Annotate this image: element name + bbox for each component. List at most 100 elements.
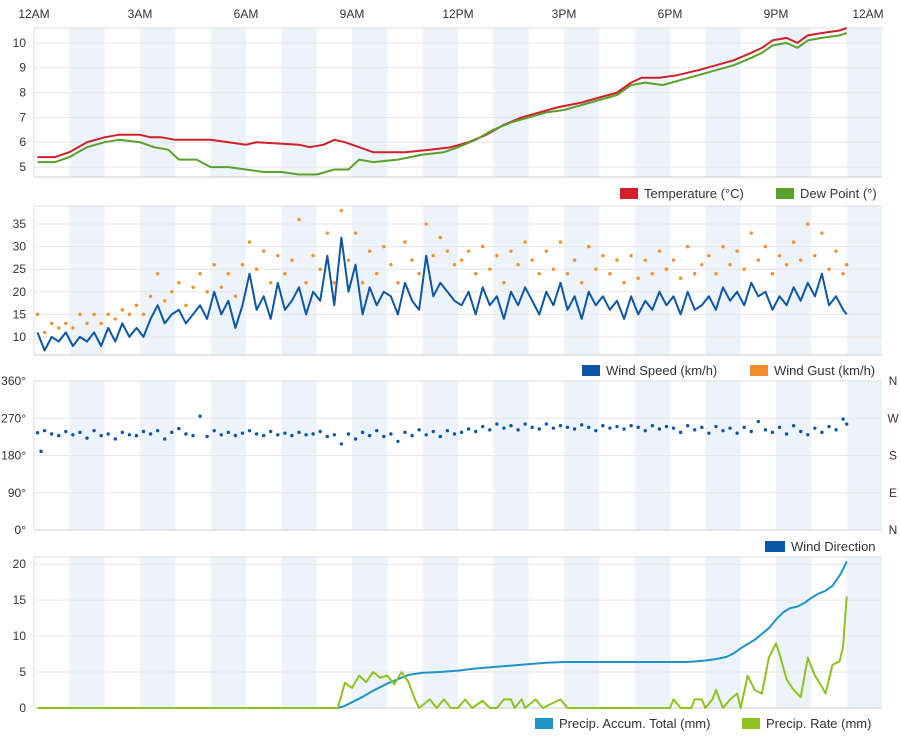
- wind-direction-point: [64, 429, 68, 434]
- precip-accum-total-mm-line: [37, 560, 848, 709]
- wind-gust-km-h-point: [530, 258, 534, 262]
- wind-gust-km-h-point: [622, 281, 626, 285]
- wind-direction-point: [191, 433, 195, 438]
- hour-band: [140, 557, 176, 708]
- hour-band: [352, 557, 388, 708]
- wind-gust-km-h-point: [290, 258, 294, 262]
- wind-direction-point: [438, 434, 443, 439]
- wind-direction-point: [671, 426, 676, 430]
- wind-gust-km-h-point: [735, 249, 739, 253]
- y-tick-label: 30: [13, 240, 27, 254]
- wind-direction-point: [565, 425, 570, 430]
- legend-label: Precip. Accum. Total (mm): [559, 716, 710, 731]
- wind-direction-point: [163, 437, 167, 441]
- wind-direction-point: [212, 428, 216, 433]
- legend-swatch: [742, 718, 760, 729]
- wind-direction-point: [735, 431, 739, 435]
- wind-gust-km-h-point: [452, 262, 457, 267]
- hour-band: [69, 557, 105, 708]
- compass-label: S: [889, 449, 897, 463]
- wind-gust-km-h-point: [155, 272, 160, 276]
- wind-gust-km-h-point: [375, 272, 379, 276]
- wind-direction-point: [601, 424, 605, 428]
- y-tick-label: 0°: [15, 523, 27, 537]
- wind-direction-point: [120, 430, 125, 435]
- wind-gust-km-h-point: [438, 235, 443, 240]
- hour-band: [210, 557, 246, 708]
- wind-gust-km-h-point: [459, 258, 464, 262]
- wind-gust-km-h-point: [770, 272, 775, 276]
- wind-gust-km-h-point: [509, 249, 513, 253]
- compass-label: N: [889, 374, 898, 388]
- wind-direction-point: [466, 427, 471, 431]
- wind-direction-point: [459, 430, 464, 435]
- wind-gust-km-h-point: [389, 262, 393, 267]
- wind-direction-point: [495, 422, 499, 426]
- wind-gust-km-h-point: [42, 330, 47, 335]
- wind-direction-point: [403, 430, 407, 435]
- compass-label: N: [889, 523, 898, 537]
- wind-direction-point: [728, 426, 732, 430]
- wind-gust-km-h-point: [601, 253, 605, 258]
- wind-gust-km-h-point: [481, 244, 485, 249]
- wind-direction-point: [71, 433, 75, 437]
- wind-gust-km-h-point: [417, 272, 421, 276]
- y-tick-label: 10: [13, 330, 27, 344]
- wind-direction-point: [473, 429, 478, 434]
- wind-gust-km-h-point: [495, 253, 499, 258]
- y-tick-label: 6: [19, 135, 26, 149]
- precip-rate-mm-line: [37, 596, 848, 709]
- wind-direction-point: [219, 433, 223, 437]
- wind-direction-point: [594, 428, 598, 433]
- wind-gust-km-h-point: [749, 231, 753, 235]
- legend-label: Dew Point (°): [800, 186, 877, 201]
- wind-gust-km-h-point: [261, 249, 266, 253]
- y-tick-label: 0: [19, 701, 26, 715]
- wind-direction-point: [834, 428, 838, 432]
- wind-gust-km-h-point: [544, 249, 549, 253]
- wind-gust-km-h-point: [205, 290, 209, 294]
- wind-direction-point: [537, 427, 541, 431]
- wind-speed-km-h-line: [36, 236, 848, 352]
- wind-gust-km-h-point: [297, 217, 301, 222]
- wind-direction-point: [276, 433, 280, 437]
- wind-direction-point: [177, 426, 181, 431]
- time-axis-label: 3PM: [552, 7, 577, 21]
- hour-band: [493, 28, 529, 177]
- hour-band: [422, 206, 458, 355]
- wind-gust-km-h-point: [283, 272, 287, 276]
- y-tick-label: 10: [13, 629, 27, 643]
- wind-gust-km-h-point: [558, 240, 563, 244]
- wind-direction-point: [777, 425, 782, 430]
- wind-direction-point: [693, 428, 697, 432]
- wind-direction-point: [707, 431, 711, 435]
- y-tick-label: 90°: [8, 486, 26, 500]
- wind-direction-point: [636, 425, 640, 430]
- wind-gust-km-h-point: [551, 267, 556, 271]
- wind-gust-km-h-point: [325, 231, 329, 235]
- y-tick-label: 9: [19, 61, 26, 75]
- wind-gust-km-h-point: [64, 321, 68, 326]
- legend-label: Wind Speed (km/h): [606, 363, 717, 378]
- legend-label: Wind Direction: [791, 539, 876, 554]
- wind-gust-km-h-point: [502, 281, 506, 285]
- wind-gust-km-h-point: [707, 253, 711, 258]
- wind-gust-km-h-point: [247, 240, 252, 244]
- hour-band: [634, 206, 670, 355]
- y-tick-label: 5: [19, 665, 26, 679]
- wind-direction-point: [445, 428, 450, 433]
- wind-direction-point: [113, 437, 117, 441]
- wind-gust-km-h-point: [148, 294, 153, 299]
- legend-swatch: [535, 718, 553, 729]
- wind-direction-point: [502, 426, 506, 430]
- hour-band: [281, 206, 317, 355]
- y-tick-label: 20: [13, 557, 27, 571]
- wind-gust-km-h-point: [276, 253, 280, 258]
- wind-direction-point: [431, 429, 435, 434]
- wind-gust-km-h-point: [226, 272, 231, 276]
- wind-direction-point: [806, 433, 810, 437]
- time-axis-label: 12AM: [18, 7, 49, 21]
- y-tick-label: 25: [13, 262, 27, 276]
- wind-gust-km-h-point: [820, 231, 824, 235]
- wind-direction-point: [799, 429, 803, 434]
